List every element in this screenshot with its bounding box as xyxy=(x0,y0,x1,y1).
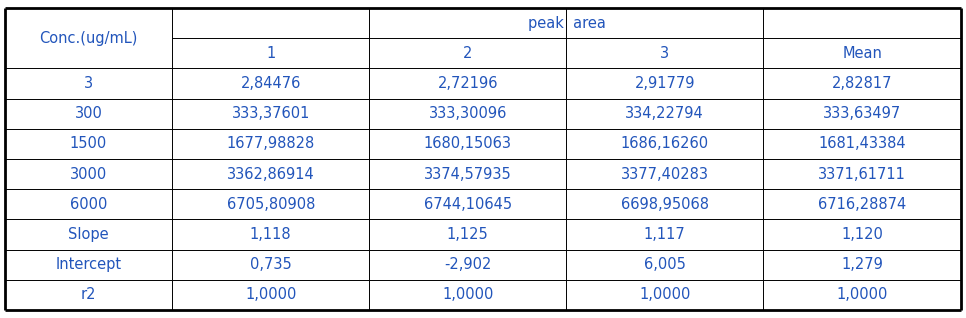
Text: 334,22794: 334,22794 xyxy=(625,106,704,121)
Text: 1,0000: 1,0000 xyxy=(245,287,297,302)
Text: 1,118: 1,118 xyxy=(250,227,292,242)
Text: 1,0000: 1,0000 xyxy=(639,287,691,302)
Text: 6000: 6000 xyxy=(70,197,107,212)
Text: 1,0000: 1,0000 xyxy=(442,287,494,302)
Text: 3377,40283: 3377,40283 xyxy=(621,167,709,182)
Text: 6,005: 6,005 xyxy=(643,257,686,272)
Text: 1677,98828: 1677,98828 xyxy=(227,136,315,151)
Text: 2,84476: 2,84476 xyxy=(241,76,300,91)
Text: 6705,80908: 6705,80908 xyxy=(226,197,315,212)
Text: 1: 1 xyxy=(266,46,275,61)
Text: r2: r2 xyxy=(81,287,97,302)
Text: 1680,15063: 1680,15063 xyxy=(424,136,512,151)
Text: peak  area: peak area xyxy=(527,16,606,31)
Text: 6744,10645: 6744,10645 xyxy=(424,197,512,212)
Text: 6716,28874: 6716,28874 xyxy=(818,197,906,212)
Text: Mean: Mean xyxy=(842,46,882,61)
Text: 1681,43384: 1681,43384 xyxy=(818,136,906,151)
Text: Intercept: Intercept xyxy=(55,257,122,272)
Text: 2,72196: 2,72196 xyxy=(438,76,497,91)
Text: 300: 300 xyxy=(74,106,102,121)
Text: 6698,95068: 6698,95068 xyxy=(621,197,709,212)
Text: 1686,16260: 1686,16260 xyxy=(620,136,709,151)
Text: -2,902: -2,902 xyxy=(444,257,492,272)
Text: 0,735: 0,735 xyxy=(250,257,292,272)
Text: 3374,57935: 3374,57935 xyxy=(424,167,512,182)
Text: 1,120: 1,120 xyxy=(841,227,883,242)
Text: 1,125: 1,125 xyxy=(447,227,489,242)
Text: 1500: 1500 xyxy=(70,136,107,151)
Text: 3371,61711: 3371,61711 xyxy=(818,167,906,182)
Text: Conc.(ug/mL): Conc.(ug/mL) xyxy=(40,31,138,46)
Text: Slope: Slope xyxy=(69,227,109,242)
Text: 1,0000: 1,0000 xyxy=(837,287,888,302)
Text: 1,117: 1,117 xyxy=(643,227,686,242)
Text: 2,82817: 2,82817 xyxy=(832,76,893,91)
Text: 333,37601: 333,37601 xyxy=(232,106,310,121)
Text: 3: 3 xyxy=(660,46,669,61)
Text: 333,63497: 333,63497 xyxy=(823,106,901,121)
Text: 333,30096: 333,30096 xyxy=(429,106,507,121)
Text: 2: 2 xyxy=(463,46,472,61)
Text: 1,279: 1,279 xyxy=(841,257,883,272)
Text: 3362,86914: 3362,86914 xyxy=(227,167,315,182)
Text: 2,91779: 2,91779 xyxy=(635,76,695,91)
Text: 3000: 3000 xyxy=(70,167,107,182)
Text: 3: 3 xyxy=(84,76,93,91)
